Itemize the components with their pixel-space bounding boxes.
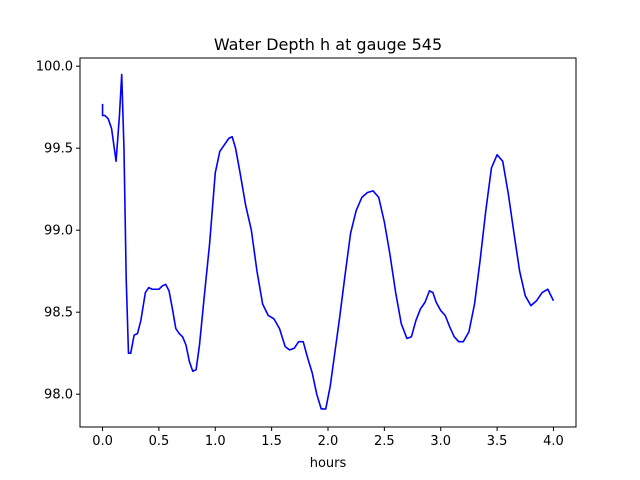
y-tick-label: 98.0 xyxy=(44,388,73,403)
x-axis-label: hours xyxy=(310,456,347,471)
x-tick-label: 3.5 xyxy=(487,434,508,449)
x-tick-label: 2.0 xyxy=(318,434,339,449)
x-tick-label: 4.0 xyxy=(543,434,564,449)
x-tick-label: 1.5 xyxy=(261,434,282,449)
chart-title: Water Depth h at gauge 545 xyxy=(214,35,442,54)
y-tick-label: 98.5 xyxy=(44,306,73,321)
y-tick-label: 99.0 xyxy=(44,224,73,239)
y-axis-ticks: 98.0 98.5 99.0 99.5 100.0 xyxy=(36,60,80,403)
y-tick-label: 99.5 xyxy=(44,142,73,157)
plot-data-layer xyxy=(101,73,555,410)
x-tick-label: 0.0 xyxy=(92,434,113,449)
x-tick-label: 3.0 xyxy=(430,434,451,449)
x-tick-label: 0.5 xyxy=(149,434,170,449)
x-tick-label: 2.5 xyxy=(374,434,395,449)
y-tick-label: 100.0 xyxy=(36,60,73,75)
x-tick-label: 1.0 xyxy=(205,434,226,449)
series-line-0 xyxy=(101,73,555,410)
x-axis-ticks: 0.0 0.5 1.0 1.5 2.0 2.5 3.0 3.5 4.0 xyxy=(92,427,564,449)
